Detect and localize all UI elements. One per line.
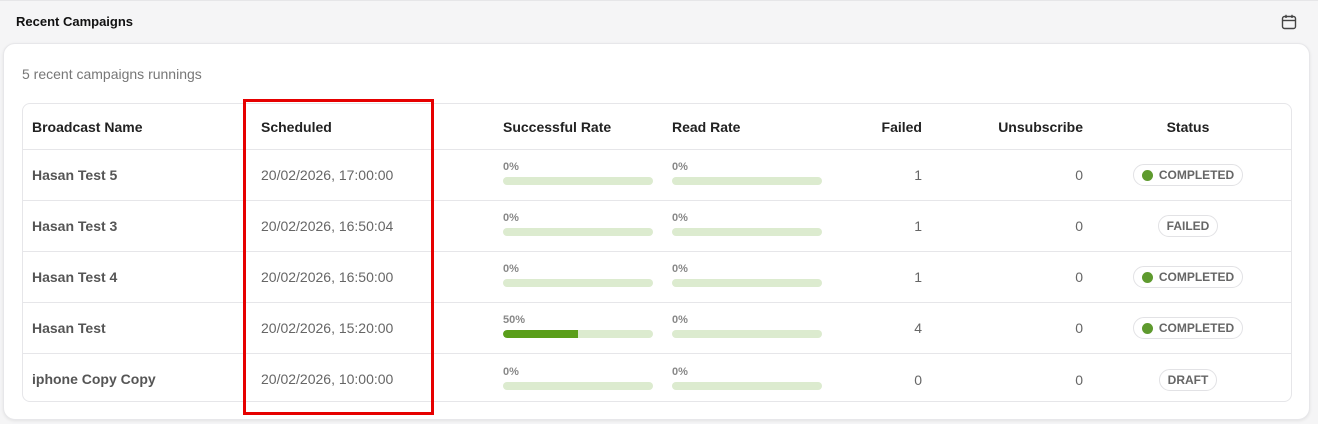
status-label: COMPLETED [1158, 168, 1235, 182]
column-broadcast-name-label: Broadcast Name [32, 119, 143, 135]
column-unsubscribe[interactable]: Unsubscribe [922, 104, 1083, 150]
read-rate-value: 0% [672, 263, 688, 275]
successful-rate-bar [503, 381, 653, 390]
table-row[interactable]: iphone Copy Copy 20/02/2026, 10:00:00 0% 0%… [23, 354, 1291, 402]
read-rate-bar [672, 177, 822, 185]
column-successful-rate[interactable]: Successful Rate [503, 104, 672, 150]
scheduled-datetime: 20/02/2026, 17:00:00 [261, 167, 394, 183]
status-dot-icon [1141, 271, 1153, 283]
successful-rate-bar [503, 228, 653, 236]
calendar-icon[interactable] [1280, 13, 1298, 31]
successful-rate-value: 0% [503, 212, 519, 224]
broadcast-name[interactable]: Hasan Test 3 [32, 218, 118, 234]
status-dot-icon [1141, 169, 1153, 181]
status-label: COMPLETED [1158, 270, 1235, 284]
scheduled-datetime: 20/02/2026, 16:50:04 [261, 218, 394, 234]
status-badge: FAILED [1157, 215, 1219, 237]
unsubscribe-count: 0 [1075, 371, 1083, 388]
status-badge: COMPLETED [1132, 266, 1244, 288]
status-label: FAILED [1166, 219, 1210, 233]
scheduled-datetime: 20/02/2026, 15:20:00 [261, 320, 394, 336]
successful-rate-bar [503, 177, 653, 185]
scheduled-datetime: 20/02/2026, 10:00:00 [261, 371, 394, 387]
read-rate-bar [672, 330, 822, 338]
successful-rate-value: 0% [503, 161, 519, 173]
read-rate-value: 0% [672, 365, 688, 378]
read-rate-value: 0% [672, 212, 688, 224]
read-rate-bar [672, 228, 822, 236]
column-read-rate[interactable]: Read Rate [672, 104, 842, 150]
table-header-row: Broadcast Name Scheduled Successful Rate… [23, 104, 1291, 150]
column-failed[interactable]: Failed [842, 104, 922, 150]
unsubscribe-count: 0 [922, 302, 1083, 354]
broadcast-name[interactable]: Hasan Test 4 [32, 269, 118, 285]
successful-rate-bar-fill [503, 330, 578, 338]
status-badge: DRAFT [1158, 368, 1218, 391]
read-rate-value: 0% [672, 314, 688, 326]
successful-rate-bar [503, 279, 653, 287]
broadcast-name[interactable]: Hasan Test 5 [32, 167, 118, 183]
unsubscribe-count: 0 [922, 200, 1083, 252]
status-badge: COMPLETED [1132, 164, 1244, 186]
panel-header: Recent Campaigns [0, 1, 1318, 43]
broadcast-name[interactable]: Hasan Test [32, 320, 106, 336]
read-rate-bar [672, 279, 822, 287]
failed-count: 0 [914, 371, 922, 388]
failed-count: 1 [842, 251, 922, 303]
panel-title: Recent Campaigns [16, 14, 134, 29]
broadcast-name[interactable]: iphone Copy Copy [32, 371, 156, 387]
read-rate-value: 0% [672, 161, 688, 173]
status-dot-icon [1141, 322, 1153, 334]
scheduled-datetime: 20/02/2026, 16:50:00 [261, 269, 394, 285]
column-scheduled-label[interactable]: Scheduled [261, 119, 332, 135]
unsubscribe-count: 0 [922, 149, 1083, 201]
table-row[interactable]: Hasan Test 20/02/2026, 15:20:00 50% 0% 4 0 COM… [23, 302, 1291, 354]
status-badge: COMPLETED [1132, 317, 1244, 339]
status-label: DRAFT [1167, 372, 1209, 387]
campaigns-card: 5 recent campaigns runnings Broa [3, 43, 1310, 420]
campaigns-subtitle: 5 recent campaigns runnings [22, 66, 202, 82]
unsubscribe-count: 0 [922, 251, 1083, 303]
column-broadcast-name[interactable]: Broadcast Name Scheduled [23, 104, 503, 150]
successful-rate-value: 0% [503, 365, 519, 378]
failed-count: 1 [842, 200, 922, 252]
column-status[interactable]: Status [1083, 104, 1291, 150]
table-row[interactable]: Hasan Test 4 20/02/2026, 16:50:00 0% 0% 1 0 CO… [23, 251, 1291, 303]
successful-rate-bar [503, 330, 653, 338]
read-rate-bar [672, 381, 822, 390]
failed-count: 1 [842, 149, 922, 201]
successful-rate-value: 50% [503, 314, 526, 326]
successful-rate-value: 0% [503, 263, 519, 275]
campaigns-table: Broadcast Name Scheduled Successful Rate… [22, 103, 1292, 402]
failed-count: 4 [842, 302, 922, 354]
table-row[interactable]: Hasan Test 3 20/02/2026, 16:50:04 0% 0% 1 0 FA… [23, 200, 1291, 252]
status-label: COMPLETED [1158, 321, 1235, 335]
table-row[interactable]: Hasan Test 5 20/02/2026, 17:00:00 0% 0% 1 0 CO… [23, 149, 1291, 201]
